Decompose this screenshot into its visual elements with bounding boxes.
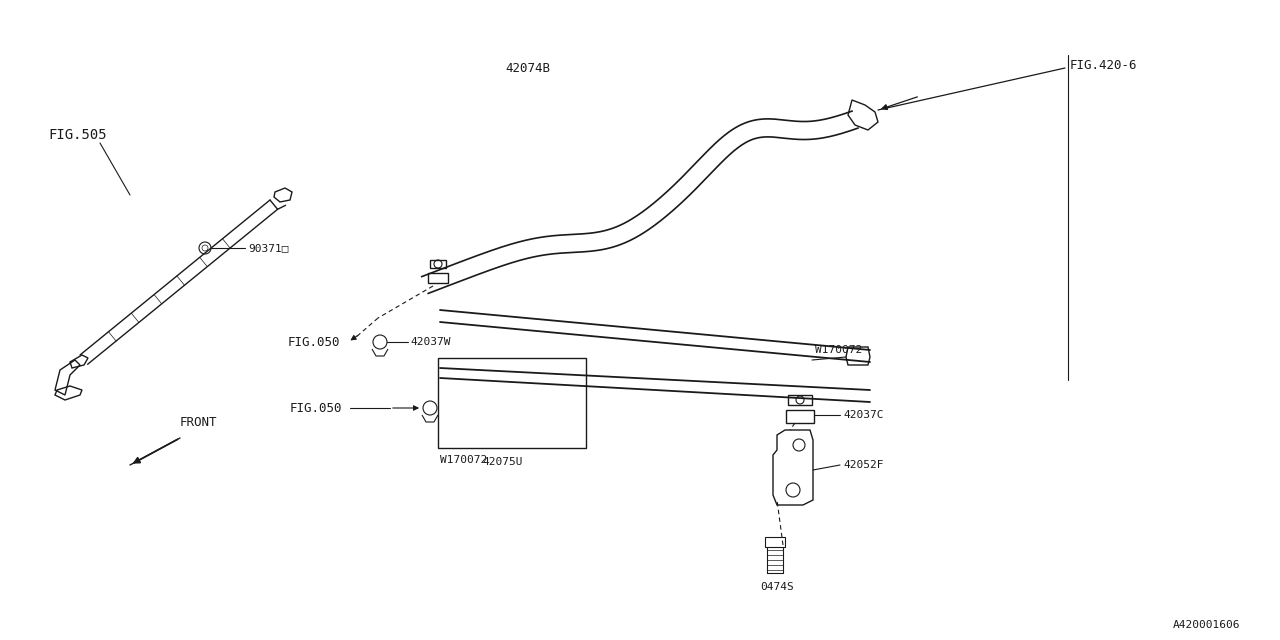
Text: 0474S: 0474S xyxy=(760,582,794,592)
Text: FIG.505: FIG.505 xyxy=(49,128,106,142)
Text: 42075U: 42075U xyxy=(483,457,522,467)
Text: 42074B: 42074B xyxy=(506,61,550,74)
Text: W170072: W170072 xyxy=(815,345,863,355)
Text: FRONT: FRONT xyxy=(180,415,218,429)
Text: 42037C: 42037C xyxy=(844,410,883,420)
Text: FIG.420-6: FIG.420-6 xyxy=(1070,58,1138,72)
Text: 42037W: 42037W xyxy=(410,337,451,347)
Text: W170072: W170072 xyxy=(440,455,488,465)
Text: FIG.050: FIG.050 xyxy=(291,401,343,415)
Text: 42052F: 42052F xyxy=(844,460,883,470)
Text: FIG.050: FIG.050 xyxy=(288,335,340,349)
Bar xyxy=(438,358,586,448)
Text: A420001606: A420001606 xyxy=(1172,620,1240,630)
Text: 90371□: 90371□ xyxy=(248,243,288,253)
